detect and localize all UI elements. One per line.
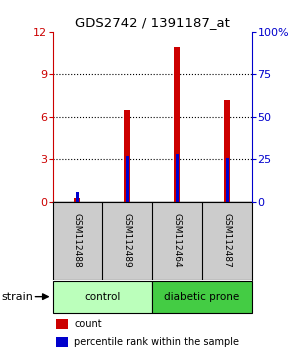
Text: percentile rank within the sample: percentile rank within the sample [74, 337, 239, 347]
Bar [76, 193, 79, 202]
Text: GSM112464: GSM112464 [173, 213, 182, 268]
Text: strain: strain [2, 292, 33, 302]
Text: count: count [74, 319, 102, 329]
Title: GDS2742 / 1391187_at: GDS2742 / 1391187_at [75, 16, 230, 29]
Bar [56, 319, 68, 329]
FancyBboxPatch shape [52, 202, 252, 280]
Bar [56, 337, 68, 347]
Bar [174, 47, 180, 202]
Text: GSM112489: GSM112489 [123, 213, 132, 268]
Bar [126, 156, 129, 202]
Text: diabetic prone: diabetic prone [164, 292, 240, 302]
FancyBboxPatch shape [52, 281, 152, 313]
Bar [176, 154, 179, 202]
Text: control: control [84, 292, 121, 302]
Bar [224, 100, 230, 202]
Bar [226, 159, 229, 202]
Text: GSM112488: GSM112488 [73, 213, 82, 268]
Bar [74, 198, 80, 202]
FancyBboxPatch shape [152, 281, 252, 313]
Text: GSM112487: GSM112487 [223, 213, 232, 268]
Bar [124, 110, 130, 202]
